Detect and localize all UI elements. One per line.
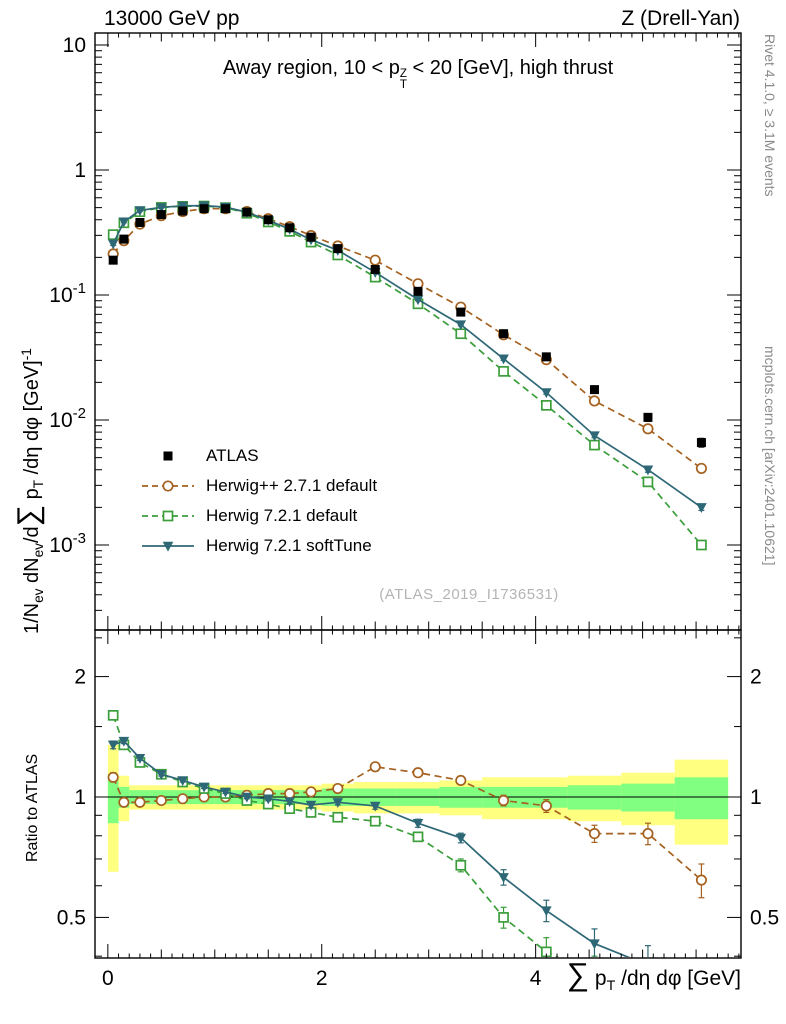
x-tick-label: 4 [530, 967, 542, 990]
legend-marker-herwig7-softtune [142, 541, 194, 552]
x-axis-label: ∑ pT /dη dφ [GeV] [566, 956, 741, 994]
series-atlas [108, 204, 706, 448]
legend-item-herwig7-softtune: Herwig 7.2.1 softTune [140, 533, 377, 558]
ratio-uncertainty-bands [96, 744, 740, 872]
legend-marker-atlas [163, 451, 173, 460]
y-tick-label: 1 [74, 159, 86, 182]
legend-label: Herwig 7.2.1 softTune [206, 535, 372, 555]
ratio-tick-label-right: 2 [750, 666, 762, 689]
band-green [621, 783, 675, 812]
ratio-tick-label-right: 1 [750, 786, 762, 809]
legend-item-atlas: ATLAS [140, 443, 377, 468]
process-label: Z (Drell-Yan) [621, 7, 740, 30]
ratio-tick-label-left: 1 [74, 786, 86, 809]
legend: ATLAS Herwig++ 2.7.1 default Herwig 7.2.… [140, 443, 377, 558]
legend-item-herwigpp-default: Herwig++ 2.7.1 default [140, 473, 377, 498]
rivet-version-label: Rivet 4.1.0, ≥ 3.1M events [762, 34, 778, 197]
band-green [674, 777, 729, 820]
legend-marker-herwigpp-default [142, 479, 194, 492]
y-tick-label: 10-3 [49, 530, 86, 557]
legend-marker-herwig7-default [142, 510, 194, 521]
ratio-tick-label-left: 0.5 [57, 906, 86, 929]
y-axis-label-ratio: Ratio to ATLAS [24, 753, 41, 862]
beam-energy-label: 13000 GeV pp [104, 7, 240, 30]
legend-item-herwig7-default: Herwig 7.2.1 default [140, 503, 377, 528]
ratio-tick-label-right: 0.5 [750, 906, 779, 929]
series-herwig-7-2-1-softtune [107, 736, 651, 957]
legend-label: ATLAS [206, 445, 259, 465]
legend-label: Herwig++ 2.7.1 default [206, 475, 378, 495]
analysis-id-watermark: (ATLAS_2019_I1736531) [379, 586, 559, 603]
y-tick-label: 10-2 [49, 405, 86, 432]
x-tick-label: 0 [102, 967, 114, 990]
y-tick-label: 10 [63, 34, 86, 57]
band-green [107, 774, 119, 824]
series-herwig-2-7-1-default [107, 203, 707, 474]
legend-label: Herwig 7.2.1 default [206, 505, 358, 525]
y-axis-label-main: 1/Nev dNev/d∑ pT /dη dφ [GeV]-1 [12, 348, 46, 634]
axes-frame-and-ticks [94, 32, 742, 959]
ratio-tick-label-left: 2 [74, 666, 86, 689]
mcplots-attribution-label: mcplots.cern.ch [arXiv:2401.10621] [762, 346, 778, 566]
x-tick-label: 2 [316, 967, 328, 990]
y-tick-label: 10-1 [49, 280, 86, 307]
